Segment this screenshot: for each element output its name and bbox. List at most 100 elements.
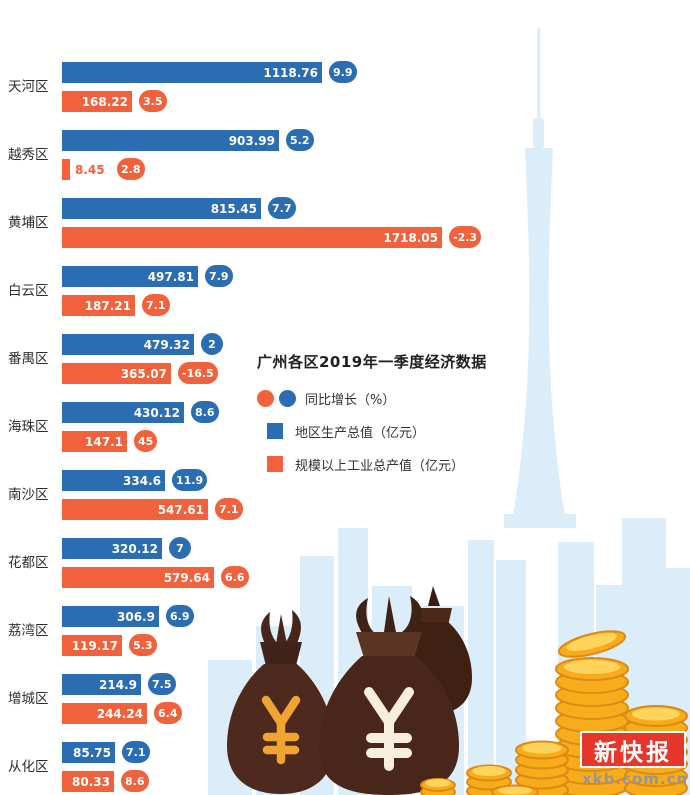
district-label: 花都区 xyxy=(8,555,49,571)
district-label: 黄埔区 xyxy=(8,215,49,231)
industry-bar: 1718.05 xyxy=(62,227,442,248)
gdp-bar: 320.12 xyxy=(62,538,162,559)
bar-value: 8.45 xyxy=(75,163,105,177)
bar-value: 579.64 xyxy=(163,570,210,585)
money-bag-center-icon xyxy=(319,596,459,795)
growth-badge: 5.3 xyxy=(127,632,159,658)
legend-label-gdp: 地区生产总值（亿元） xyxy=(295,425,426,441)
growth-badge: 6.9 xyxy=(164,603,196,629)
industry-bar: 579.64 xyxy=(62,567,214,588)
yen-symbol-white-icon xyxy=(364,687,414,771)
growth-badge: 6.6 xyxy=(219,564,251,590)
legend-label-growth: 同比增长（%） xyxy=(305,392,396,408)
bar-value: 147.1 xyxy=(85,434,123,449)
industry-bar: 547.61 xyxy=(62,499,208,520)
bar-value: 903.99 xyxy=(228,133,275,148)
gdp-bar: 306.9 xyxy=(62,606,159,627)
bar-value: 85.75 xyxy=(73,745,111,760)
growth-badge: 7.1 xyxy=(120,739,152,765)
bar-value: 80.33 xyxy=(72,774,110,789)
industry-bar: 244.24 xyxy=(62,703,147,724)
district-label: 增城区 xyxy=(8,691,49,707)
industry-bar: 147.1 xyxy=(62,431,127,452)
growth-badge: 9.9 xyxy=(327,59,359,85)
industry-bar: 119.17 xyxy=(62,635,122,656)
growth-dots xyxy=(257,389,296,407)
bar-value: 479.32 xyxy=(143,337,190,352)
chart-legend: 广州各区2019年一季度经济数据 同比增长（%） 地区生产总值（亿元） 规模以上… xyxy=(257,351,487,487)
bar-value: 497.81 xyxy=(147,269,194,284)
growth-badge: 6.4 xyxy=(152,700,184,726)
industry-square-icon xyxy=(267,456,283,472)
branding: 新快报 xkb.com.cn xyxy=(580,731,686,788)
growth-blue-dot-icon xyxy=(279,389,296,407)
bar-value: 1118.76 xyxy=(263,65,318,80)
xinkuaibao-logo: 新快报 xyxy=(580,731,686,768)
growth-badge: 7.1 xyxy=(140,292,172,318)
legend-item-growth: 同比增长（%） xyxy=(257,388,487,408)
growth-badge: -2.3 xyxy=(447,224,484,250)
canton-tower-silhouette xyxy=(504,28,576,528)
district-label: 南沙区 xyxy=(8,487,49,503)
gdp-bar: 214.9 xyxy=(62,674,141,695)
legend-item-industry: 规模以上工业总产值（亿元） xyxy=(257,454,487,474)
growth-badge: 8.6 xyxy=(119,768,151,794)
gdp-bar: 479.32 xyxy=(62,334,194,355)
industry-bar xyxy=(62,159,70,180)
growth-badge: 3.5 xyxy=(137,88,169,114)
bar-value: 815.45 xyxy=(210,201,257,216)
growth-badge: 2.8 xyxy=(115,156,147,182)
gdp-bar: 497.81 xyxy=(62,266,198,287)
bar-value: 365.07 xyxy=(120,366,167,381)
industry-bar: 187.21 xyxy=(62,295,135,316)
bar-value: 334.6 xyxy=(123,473,161,488)
growth-badge: 7.1 xyxy=(213,496,245,522)
industry-bar: 365.07 xyxy=(62,363,171,384)
industry-bar: 80.33 xyxy=(62,771,114,792)
bar-value: 430.12 xyxy=(133,405,180,420)
money-bag-left-icon xyxy=(227,610,334,794)
growth-badge: 2 xyxy=(199,331,225,357)
bar-value: 547.61 xyxy=(157,502,204,517)
growth-badge: 7 xyxy=(167,535,193,561)
district-label: 天河区 xyxy=(8,79,49,95)
district-label: 从化区 xyxy=(8,759,49,775)
website-url: xkb.com.cn xyxy=(582,770,686,788)
district-label: 越秀区 xyxy=(8,147,49,163)
growth-orange-dot-icon xyxy=(257,389,274,407)
gdp-bar: 334.6 xyxy=(62,470,165,491)
growth-badge: 7.5 xyxy=(146,671,178,697)
bar-value: 320.12 xyxy=(111,541,158,556)
gdp-bar: 85.75 xyxy=(62,742,115,763)
bar-value: 214.9 xyxy=(99,677,137,692)
gdp-bar: 903.99 xyxy=(62,130,279,151)
yen-symbol-gold-icon xyxy=(261,695,301,765)
gdp-bar: 430.12 xyxy=(62,402,184,423)
growth-badge: 8.6 xyxy=(189,399,221,425)
legend-item-gdp: 地区生产总值（亿元） xyxy=(257,421,487,441)
industry-bar: 168.22 xyxy=(62,91,132,112)
gdp-bar: 1118.76 xyxy=(62,62,322,83)
legend-label-industry: 规模以上工业总产值（亿元） xyxy=(295,458,465,474)
district-label: 海珠区 xyxy=(8,419,49,435)
chart-title: 广州各区2019年一季度经济数据 xyxy=(257,353,487,371)
gdp-bar: 815.45 xyxy=(62,198,261,219)
district-label: 番禺区 xyxy=(8,351,49,367)
bar-value: 187.21 xyxy=(84,298,131,313)
bar-value: 1718.05 xyxy=(383,230,438,245)
bar-value: 119.17 xyxy=(71,638,118,653)
growth-badge: 5.2 xyxy=(284,127,316,153)
bar-value: 306.9 xyxy=(117,609,155,624)
growth-badge: 11.9 xyxy=(170,467,210,493)
district-label: 白云区 xyxy=(8,283,49,299)
growth-badge: 7.7 xyxy=(266,195,298,221)
bar-value: 244.24 xyxy=(96,706,143,721)
growth-badge: 7.9 xyxy=(203,263,235,289)
gdp-square-icon xyxy=(267,423,283,439)
district-label: 荔湾区 xyxy=(8,623,49,639)
growth-badge: 45 xyxy=(132,428,160,454)
growth-badge: -16.5 xyxy=(176,360,220,386)
bar-value: 168.22 xyxy=(81,94,128,109)
